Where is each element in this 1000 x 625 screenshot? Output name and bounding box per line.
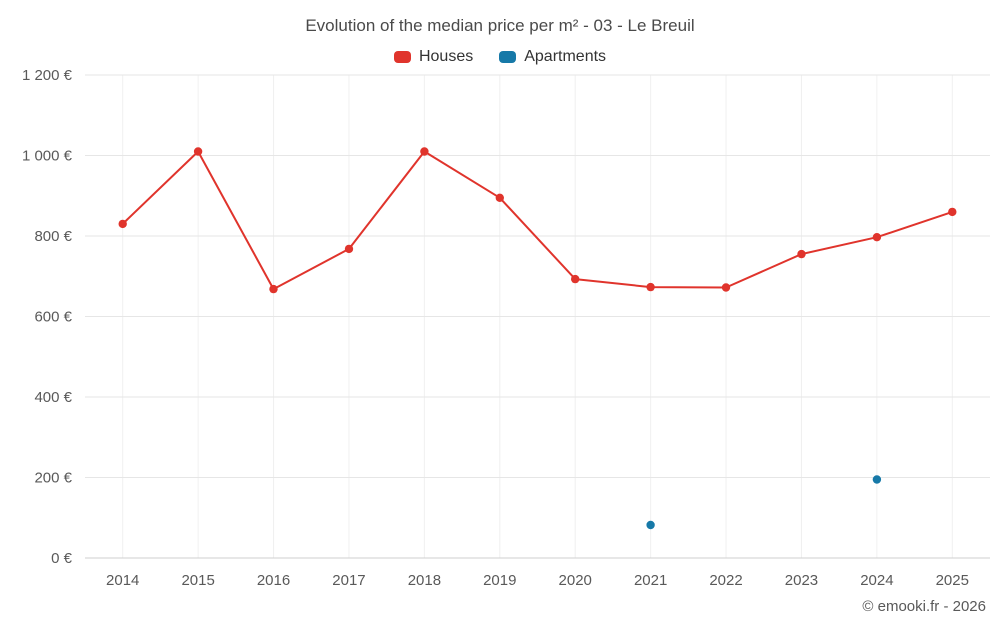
x-axis-label: 2025 (936, 572, 969, 589)
legend-item-houses[interactable]: Houses (393, 48, 474, 66)
data-point-houses[interactable] (495, 193, 504, 202)
data-point-houses[interactable] (646, 282, 655, 292)
x-axis-label: 2018 (408, 572, 441, 589)
x-axis-label: 2022 (709, 572, 742, 589)
x-axis-label: 2016 (257, 572, 290, 589)
legend-swatch-apartments (499, 51, 517, 63)
y-axis-label: 600 € (34, 309, 72, 326)
y-axis-label: 0 € (51, 550, 73, 567)
data-point-houses[interactable] (269, 284, 278, 294)
legend-label-houses: Houses (418, 48, 474, 65)
copyright-footer: © emooki.fr - 2026 (862, 598, 986, 615)
data-point-houses[interactable] (872, 233, 882, 242)
legend-item-apartments[interactable]: Apartments (499, 48, 606, 66)
x-axis-label: 2019 (483, 572, 516, 589)
y-axis-label: 1 200 € (22, 70, 73, 84)
data-point-houses[interactable] (344, 244, 354, 254)
legend-swatch-houses (393, 51, 411, 63)
data-point-houses[interactable] (797, 249, 806, 259)
x-axis-label: 2015 (181, 572, 214, 589)
data-point-houses[interactable] (571, 274, 580, 284)
data-point-houses[interactable] (420, 147, 429, 156)
x-axis-label: 2020 (559, 572, 592, 589)
data-point-houses[interactable] (721, 283, 731, 292)
series-line-houses (121, 150, 954, 291)
data-point-apartments[interactable] (872, 475, 882, 484)
y-axis-label: 1 000 € (22, 148, 73, 165)
chart-legend: Houses Apartments (0, 44, 1000, 70)
y-axis-label: 200 € (34, 470, 72, 487)
data-point-houses[interactable] (193, 147, 203, 156)
median-price-line-chart: 0 € 200 € 400 € 600 € 800 € 1 000 € 1 200 € 201… (22, 70, 990, 589)
data-point-apartments[interactable] (646, 520, 655, 530)
x-axis-label: 2024 (860, 572, 893, 589)
x-axis-label: 2023 (785, 572, 818, 589)
chart-title: Evolution of the median price per m² - 0… (305, 16, 695, 35)
x-axis-label: 2014 (106, 572, 139, 589)
x-axis-label: 2021 (634, 572, 667, 589)
legend-label-apartments: Apartments (524, 48, 607, 65)
data-point-houses[interactable] (118, 219, 127, 229)
data-point-houses[interactable] (948, 207, 957, 217)
y-axis-label: 800 € (34, 228, 72, 245)
y-axis-label: 400 € (34, 389, 72, 406)
x-axis-label: 2017 (332, 572, 365, 589)
